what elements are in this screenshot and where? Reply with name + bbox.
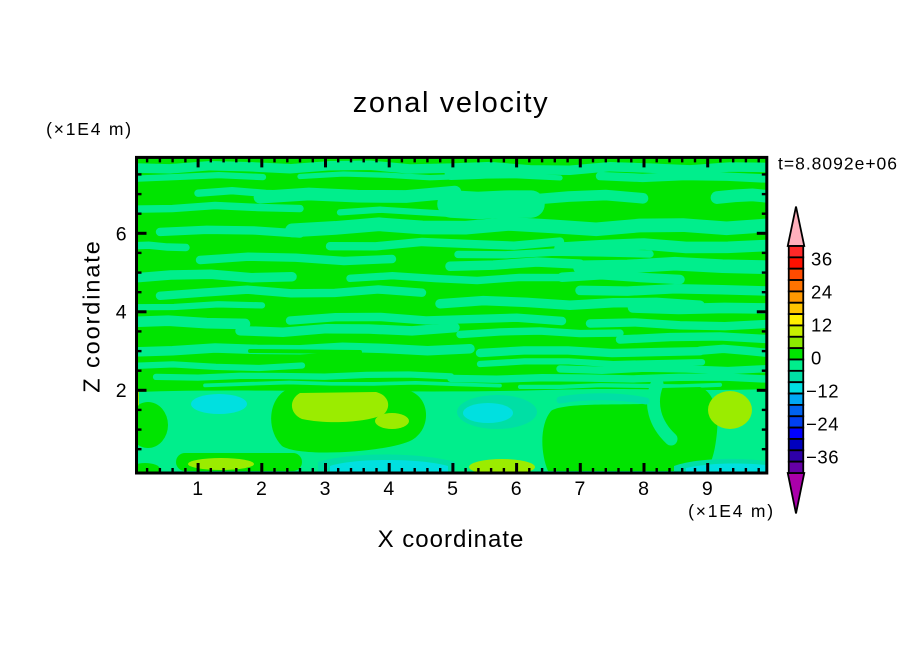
- svg-text:4: 4: [116, 302, 127, 324]
- svg-text:6: 6: [511, 478, 522, 500]
- svg-text:3: 3: [320, 478, 331, 500]
- svg-text:2: 2: [116, 380, 127, 402]
- svg-text:9: 9: [702, 478, 713, 500]
- svg-text:(×1E4 m): (×1E4 m): [46, 119, 133, 139]
- svg-text:12: 12: [811, 315, 833, 336]
- svg-text:Z coordinate: Z coordinate: [79, 239, 105, 392]
- svg-text:6: 6: [116, 224, 127, 246]
- svg-text:24: 24: [811, 282, 833, 303]
- svg-text:t=8.8092e+06: t=8.8092e+06: [778, 153, 898, 173]
- svg-text:36: 36: [811, 249, 833, 270]
- svg-text:(×1E4 m): (×1E4 m): [688, 501, 775, 521]
- svg-text:−36: −36: [806, 447, 839, 468]
- svg-text:−12: −12: [806, 381, 839, 402]
- svg-text:X coordinate: X coordinate: [378, 526, 525, 553]
- svg-text:zonal velocity: zonal velocity: [353, 87, 550, 119]
- svg-text:4: 4: [383, 478, 394, 500]
- svg-text:7: 7: [574, 478, 585, 500]
- svg-text:8: 8: [638, 478, 649, 500]
- svg-text:0: 0: [811, 348, 822, 369]
- svg-text:−24: −24: [806, 414, 839, 435]
- svg-text:1: 1: [192, 478, 203, 500]
- svg-text:5: 5: [447, 478, 458, 500]
- svg-text:2: 2: [256, 478, 267, 500]
